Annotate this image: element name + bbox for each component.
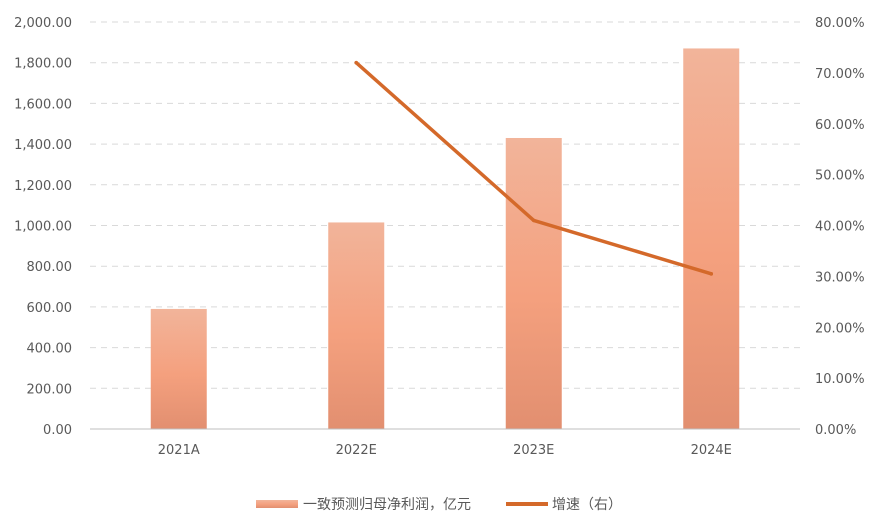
y-left-tick-label: 1,000.00 (14, 220, 72, 235)
bar (150, 308, 207, 429)
y-left-tick-label: 1,600.00 (14, 97, 72, 112)
x-tick-label: 2023E (513, 443, 554, 458)
bar (505, 137, 562, 429)
line-series (354, 60, 714, 276)
bar (683, 48, 740, 430)
y-left-tick-label: 1,200.00 (14, 179, 72, 194)
y-left-tick-label: 2,000.00 (14, 16, 72, 31)
y-left-tick-label: 600.00 (27, 301, 73, 316)
y-right-tick-label: 20.00% (815, 321, 865, 336)
legend-label-line: 增速（右） (552, 497, 622, 513)
y-right-tick-label: 80.00% (815, 16, 865, 31)
axes: 0.00 200.00 400.00 600.00 800.00 1,000.00 1,20… (14, 16, 864, 458)
y-right-tick-label: 10.00% (815, 372, 865, 387)
y-left-tick-label: 0.00 (43, 423, 72, 438)
legend-label-bar: 一致预测归母净利润，亿元 (303, 496, 471, 513)
x-tick-label: 2021A (158, 443, 200, 458)
y-left-tick-label: 800.00 (27, 260, 73, 275)
gridlines (90, 21, 800, 389)
line-point (531, 218, 536, 223)
y-right-tick-label: 60.00% (815, 118, 865, 133)
legend: 一致预测归母净利润，亿元 增速（右） (256, 496, 622, 513)
y-right-tick-label: 40.00% (815, 220, 865, 235)
y-right-tick-label: 0.00% (815, 423, 856, 438)
y-left-tick-label: 1,400.00 (14, 138, 72, 153)
y-left-tick-label: 200.00 (27, 382, 73, 397)
x-tick-label: 2024E (691, 443, 732, 458)
y-right-tick-label: 70.00% (815, 67, 865, 82)
line-point (354, 60, 359, 65)
x-tick-label: 2022E (336, 443, 377, 458)
bar (328, 222, 385, 429)
line-point (709, 272, 714, 276)
y-left-tick-label: 1,800.00 (14, 57, 72, 72)
legend-swatch-bar (256, 500, 298, 508)
y-right-tick-label: 50.00% (815, 169, 865, 184)
bar-series (150, 48, 740, 430)
y-right-tick-label: 30.00% (815, 270, 865, 285)
y-left-tick-label: 400.00 (27, 342, 73, 357)
